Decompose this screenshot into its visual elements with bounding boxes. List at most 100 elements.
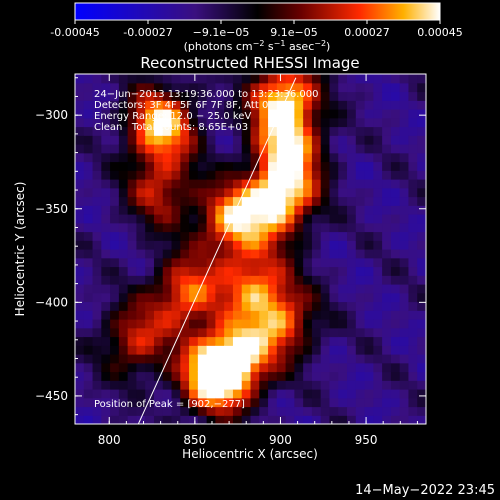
heatmap-cell bbox=[241, 240, 252, 250]
heatmap-cell bbox=[101, 319, 111, 329]
heatmap-cell bbox=[224, 345, 234, 355]
heatmap-cell bbox=[382, 362, 392, 373]
heatmap-cell bbox=[206, 240, 216, 250]
heatmap-cell bbox=[311, 240, 322, 250]
heatmap-cell bbox=[329, 144, 339, 154]
heatmap-cell bbox=[180, 389, 190, 399]
y-tick-label-minus300: −300 bbox=[35, 108, 68, 122]
heatmap-cell bbox=[311, 275, 322, 285]
heatmap-cell bbox=[162, 389, 173, 399]
heatmap-cell bbox=[206, 371, 216, 381]
heatmap-cell bbox=[83, 135, 94, 145]
heatmap-cell bbox=[136, 144, 146, 154]
heatmap-cell bbox=[197, 345, 208, 355]
heatmap-cell bbox=[373, 91, 383, 101]
heatmap-cell bbox=[364, 222, 374, 233]
heatmap-cell bbox=[320, 161, 331, 171]
plot-frame bbox=[74, 73, 427, 425]
heatmap-cell bbox=[136, 109, 146, 119]
heatmap-cell bbox=[162, 319, 173, 329]
heatmap-cell bbox=[259, 205, 269, 215]
heatmap-cell bbox=[153, 371, 164, 381]
heatmap-cell bbox=[329, 371, 339, 381]
heatmap-cell bbox=[408, 91, 418, 101]
heatmap-cell bbox=[311, 231, 322, 241]
heatmap-cell bbox=[171, 214, 181, 224]
heatmap-cell bbox=[417, 345, 426, 355]
heatmap-cell bbox=[145, 415, 155, 424]
heatmap-cell bbox=[118, 371, 129, 381]
heatmap-cell bbox=[215, 301, 225, 311]
heatmap-cell bbox=[250, 144, 260, 154]
heatmap-cell bbox=[118, 310, 129, 320]
heatmap-cell bbox=[101, 336, 111, 346]
heatmap-cell bbox=[127, 196, 138, 206]
heatmap-cell bbox=[329, 205, 339, 215]
heatmap-cell bbox=[268, 161, 278, 171]
heatmap-cell bbox=[320, 117, 331, 128]
heatmap-cell bbox=[338, 415, 348, 424]
heatmap-cell bbox=[215, 117, 225, 128]
heatmap-cell bbox=[329, 214, 339, 224]
heatmap-cell bbox=[329, 231, 339, 241]
heatmap-cell bbox=[145, 310, 155, 320]
heatmap-cell bbox=[224, 161, 234, 171]
heatmap-cell bbox=[329, 266, 339, 276]
heatmap-cell bbox=[83, 415, 94, 424]
heatmap-cell bbox=[118, 74, 129, 84]
heatmap-cell bbox=[259, 284, 269, 294]
heatmap-cell bbox=[373, 275, 383, 285]
heatmap-cell bbox=[364, 152, 374, 163]
heatmap-cell bbox=[417, 284, 426, 294]
heatmap-cell bbox=[92, 257, 102, 268]
heatmap-cell bbox=[382, 222, 392, 233]
heatmap-cell bbox=[417, 266, 426, 276]
heatmap-cell bbox=[338, 187, 348, 198]
heatmap-cell bbox=[259, 109, 269, 119]
heatmap-cell bbox=[127, 292, 138, 303]
heatmap-cell bbox=[241, 380, 252, 390]
heatmap-cell bbox=[373, 362, 383, 373]
heatmap-cell bbox=[92, 91, 102, 101]
heatmap-cell bbox=[127, 100, 138, 110]
heatmap-cell bbox=[224, 336, 234, 346]
heatmap-cell bbox=[355, 196, 366, 206]
heatmap-cell bbox=[311, 310, 322, 320]
heatmap-cell bbox=[136, 327, 146, 338]
heatmap-cell bbox=[250, 257, 260, 268]
heatmap-cell bbox=[373, 292, 383, 303]
heatmap-cell bbox=[145, 91, 155, 101]
heatmap-cell bbox=[197, 354, 208, 364]
heatmap-cell bbox=[276, 275, 287, 285]
heatmap-cell bbox=[268, 109, 278, 119]
heatmap-cell bbox=[75, 292, 85, 303]
heatmap-cell bbox=[303, 345, 313, 355]
heatmap-cell bbox=[268, 284, 278, 294]
heatmap-cell bbox=[408, 109, 418, 119]
heatmap-cell bbox=[364, 187, 374, 198]
heatmap-cell bbox=[347, 82, 357, 93]
heatmap-cell bbox=[153, 249, 164, 259]
heatmap-cell bbox=[83, 222, 94, 233]
colorbar-tick-6: 0.00045 bbox=[417, 26, 463, 39]
heatmap-cell bbox=[311, 152, 322, 163]
heatmap-cell bbox=[171, 91, 181, 101]
heatmap-cell bbox=[153, 231, 164, 241]
heatmap-cell bbox=[171, 196, 181, 206]
heatmap-cell bbox=[206, 345, 216, 355]
heatmap-cell bbox=[153, 100, 164, 110]
heatmap-cell bbox=[303, 152, 313, 163]
heatmap-cell bbox=[329, 301, 339, 311]
heatmap-cell bbox=[417, 117, 426, 128]
heatmap-cell bbox=[276, 406, 287, 416]
heatmap-cell bbox=[83, 310, 94, 320]
heatmap-cell bbox=[311, 249, 322, 259]
heatmap-cell bbox=[276, 144, 287, 154]
heatmap-cell bbox=[417, 301, 426, 311]
heatmap-cell bbox=[276, 196, 287, 206]
heatmap-cell bbox=[215, 109, 225, 119]
heatmap-cell bbox=[101, 187, 111, 198]
heatmap-cell bbox=[110, 126, 120, 136]
heatmap-cell bbox=[285, 117, 295, 128]
heatmap-cell bbox=[390, 397, 401, 408]
